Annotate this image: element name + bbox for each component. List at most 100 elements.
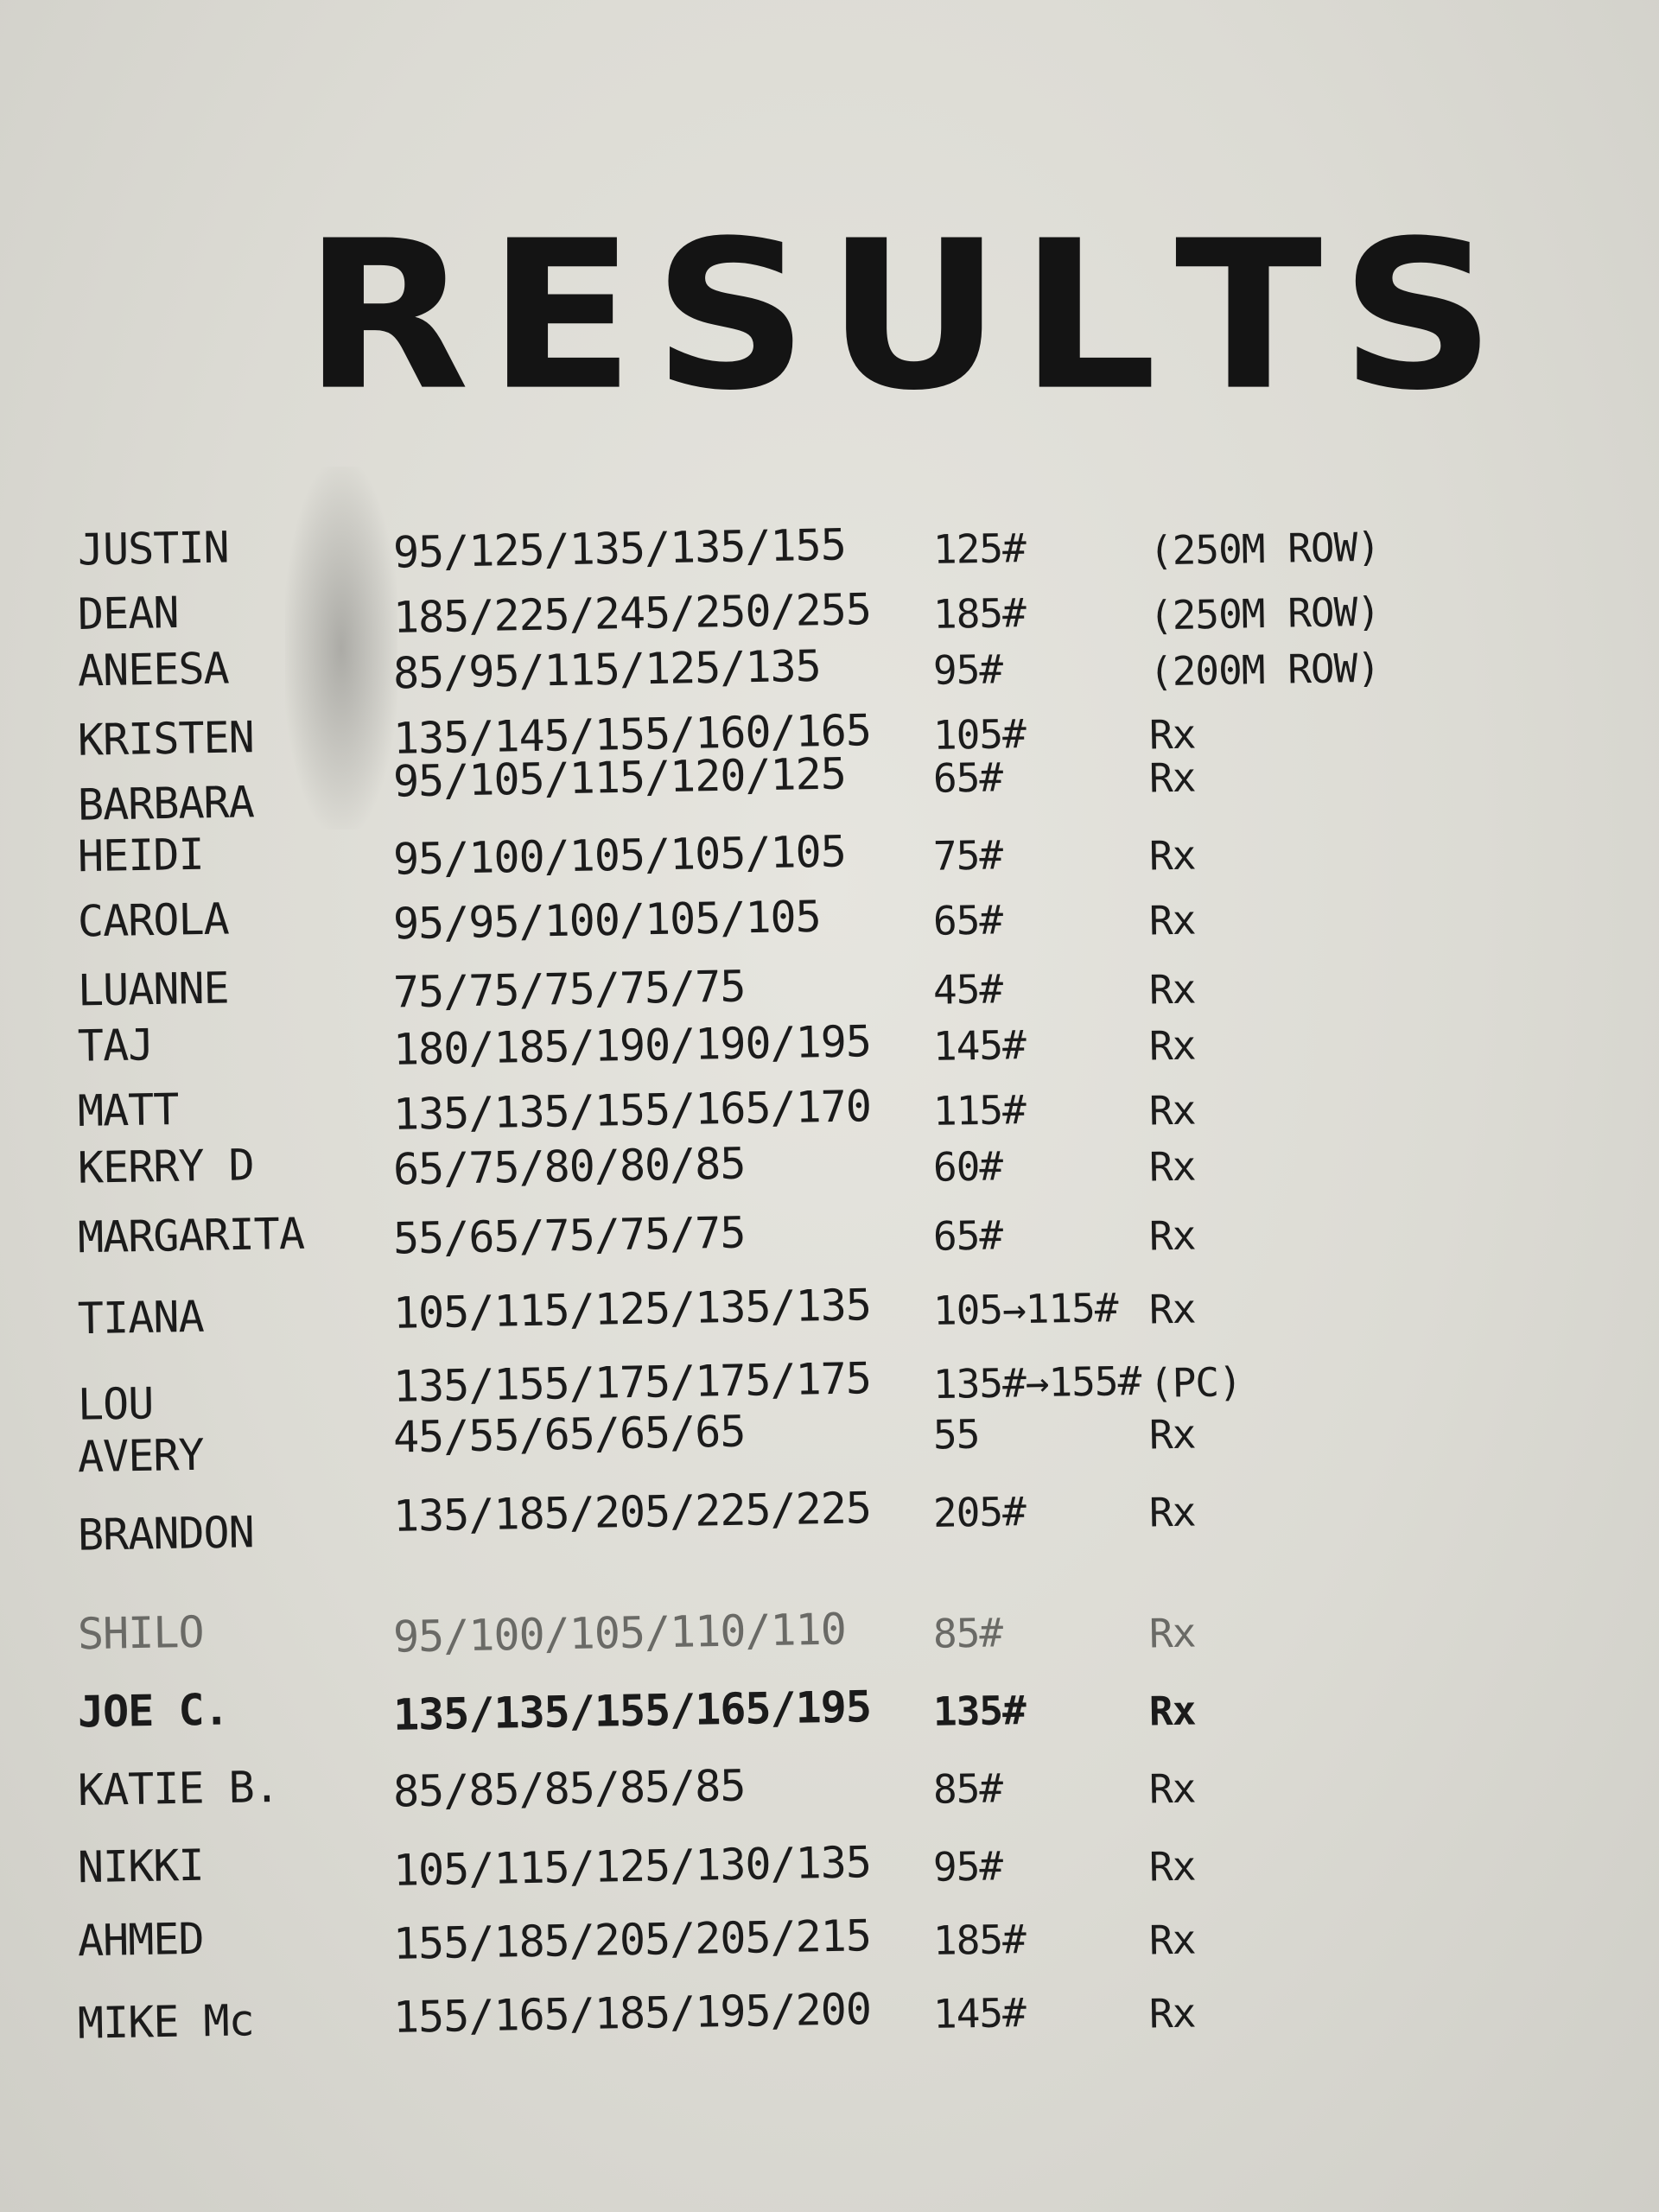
scaling-note: Rx bbox=[1148, 1916, 1196, 1964]
scaling-note: (250M ROW) bbox=[1148, 588, 1381, 639]
table-row: NIKKI 105/115/125/130/135 95# Rx bbox=[0, 1836, 1659, 1897]
table-row: SHILO 95/100/105/110/110 85# Rx bbox=[0, 1603, 1659, 1663]
athlete-name: KATIE B. bbox=[77, 1761, 280, 1816]
athlete-name: MATT bbox=[77, 1084, 179, 1137]
best-weight: 145# bbox=[932, 1989, 1027, 2037]
set-weights: 95/105/115/120/125 bbox=[392, 748, 847, 807]
scaling-note: Rx bbox=[1148, 1021, 1196, 1070]
athlete-name: MARGARITA bbox=[77, 1208, 305, 1263]
best-weight: 185# bbox=[932, 589, 1027, 638]
scaling-note: Rx bbox=[1148, 1687, 1196, 1735]
best-weight: 185# bbox=[932, 1916, 1027, 1964]
set-weights: 105/115/125/135/135 bbox=[392, 1280, 872, 1338]
set-weights: 95/95/100/105/105 bbox=[392, 891, 822, 950]
best-weight: 65# bbox=[932, 1211, 1003, 1260]
athlete-name: NIKKI bbox=[77, 1840, 205, 1893]
scaling-note: Rx bbox=[1148, 1086, 1196, 1135]
table-row: AHMED 155/185/205/205/215 185# Rx bbox=[0, 1910, 1659, 1970]
athlete-name: BRANDON bbox=[77, 1507, 255, 1560]
athlete-name: AVERY bbox=[77, 1429, 205, 1483]
scaling-note: Rx bbox=[1148, 1142, 1196, 1191]
best-weight: 95# bbox=[932, 1842, 1003, 1891]
best-weight: 85# bbox=[932, 1764, 1003, 1813]
best-weight: 65# bbox=[932, 896, 1003, 944]
athlete-name: HEIDI bbox=[77, 829, 205, 882]
athlete-name: JOE C. bbox=[77, 1684, 230, 1738]
best-weight: 55 bbox=[932, 1410, 980, 1459]
scaling-note: (250M ROW) bbox=[1148, 523, 1381, 575]
table-row: JOE C. 135/135/155/165/195 135# Rx bbox=[0, 1681, 1659, 1741]
table-row: HEIDI 95/100/105/105/105 75# Rx bbox=[0, 825, 1659, 886]
set-weights: 65/75/80/80/85 bbox=[392, 1138, 746, 1195]
scaling-note: Rx bbox=[1148, 1609, 1196, 1657]
athlete-name: AHMED bbox=[77, 1913, 205, 1967]
table-row: TIANA 105/115/125/135/135 105→115# Rx bbox=[0, 1279, 1659, 1344]
title-letter: T bbox=[1174, 195, 1323, 435]
best-weight: 95# bbox=[932, 645, 1003, 694]
title-letter: R bbox=[303, 195, 470, 435]
set-weights: 85/95/115/125/135 bbox=[392, 640, 822, 699]
scaling-note: Rx bbox=[1148, 1989, 1196, 2037]
scaling-note: Rx bbox=[1148, 1842, 1196, 1891]
scaling-note: Rx bbox=[1148, 1285, 1196, 1333]
athlete-name: KERRY D bbox=[77, 1140, 255, 1193]
table-row: ANEESA 85/95/115/125/135 95# (200M ROW) bbox=[0, 639, 1659, 700]
best-weight: 135# bbox=[932, 1687, 1027, 1735]
table-row: MATT 135/135/155/165/170 115# Rx bbox=[0, 1080, 1659, 1141]
scaling-note: Rx bbox=[1148, 753, 1196, 802]
best-weight: 65# bbox=[932, 753, 1003, 802]
scaling-note: Rx bbox=[1148, 896, 1196, 944]
best-weight: 45# bbox=[932, 965, 1003, 1014]
set-weights: 55/65/75/75/75 bbox=[392, 1207, 746, 1264]
athlete-name: DEAN bbox=[77, 587, 179, 640]
set-weights: 85/85/85/85/85 bbox=[392, 1760, 746, 1817]
best-weight: 105→115# bbox=[932, 1284, 1119, 1334]
title-letter: L bbox=[1019, 195, 1158, 435]
athlete-name: JUSTIN bbox=[77, 522, 230, 575]
scaling-note: (200M ROW) bbox=[1148, 644, 1381, 696]
athlete-name: TIANA bbox=[77, 1291, 205, 1344]
table-row: BRANDON 135/185/205/225/225 205# Rx bbox=[0, 1482, 1659, 1560]
best-weight: 145# bbox=[932, 1021, 1027, 1070]
best-weight: 115# bbox=[932, 1086, 1027, 1135]
set-weights: 105/115/125/130/135 bbox=[392, 1837, 872, 1896]
scaling-note: Rx bbox=[1148, 1764, 1196, 1813]
athlete-name: MIKE Mc bbox=[77, 1995, 255, 2049]
set-weights: 155/185/205/205/215 bbox=[392, 1910, 872, 1969]
table-row: KATIE B. 85/85/85/85/85 85# Rx bbox=[0, 1758, 1659, 1819]
table-row: KERRY D 65/75/80/80/85 60# Rx bbox=[0, 1136, 1659, 1197]
scaling-note: Rx bbox=[1148, 1488, 1196, 1536]
title-letter: U bbox=[826, 195, 1002, 435]
title-letter: S bbox=[1339, 195, 1496, 435]
table-row: CAROLA 95/95/100/105/105 65# Rx bbox=[0, 890, 1659, 950]
athlete-name: LUANNE bbox=[77, 963, 230, 1016]
athlete-name: TAJ bbox=[77, 1020, 154, 1071]
athlete-name: SHILO bbox=[77, 1606, 205, 1660]
table-row: BARBARA 95/105/115/120/125 65# Rx bbox=[0, 747, 1659, 830]
best-weight: 60# bbox=[932, 1142, 1003, 1191]
set-weights: 75/75/75/75/75 bbox=[392, 961, 746, 1018]
table-row: DEAN 185/225/245/250/255 185# (250M ROW) bbox=[0, 583, 1659, 644]
set-weights: 135/135/155/165/195 bbox=[392, 1681, 872, 1740]
set-weights: 45/55/65/65/65 bbox=[392, 1406, 746, 1463]
scaling-note: Rx bbox=[1148, 965, 1196, 1014]
set-weights: 95/100/105/105/105 bbox=[392, 826, 847, 885]
athlete-name: CAROLA bbox=[77, 893, 230, 947]
set-weights: 180/185/190/190/195 bbox=[392, 1016, 872, 1075]
table-row: AVERY 45/55/65/65/65 55 Rx bbox=[0, 1404, 1659, 1482]
table-row: MARGARITA 55/65/75/75/75 65# Rx bbox=[0, 1205, 1659, 1266]
athlete-name: ANEESA bbox=[77, 643, 230, 696]
table-row: TAJ 180/185/190/190/195 145# Rx bbox=[0, 1015, 1659, 1076]
marker-smudge bbox=[285, 467, 397, 830]
title-letter: E bbox=[487, 195, 635, 435]
set-weights: 135/185/205/225/225 bbox=[392, 1483, 872, 1541]
best-weight: 125# bbox=[932, 524, 1027, 573]
best-weight: 205# bbox=[932, 1488, 1027, 1536]
table-row: LUANNE 75/75/75/75/75 45# Rx bbox=[0, 959, 1659, 1020]
set-weights: 95/125/135/135/155 bbox=[392, 519, 847, 578]
scaling-note: Rx bbox=[1148, 1410, 1196, 1459]
title-letter: S bbox=[652, 195, 809, 435]
best-weight: 85# bbox=[932, 1609, 1003, 1657]
set-weights: 155/165/185/195/200 bbox=[392, 1984, 872, 2043]
